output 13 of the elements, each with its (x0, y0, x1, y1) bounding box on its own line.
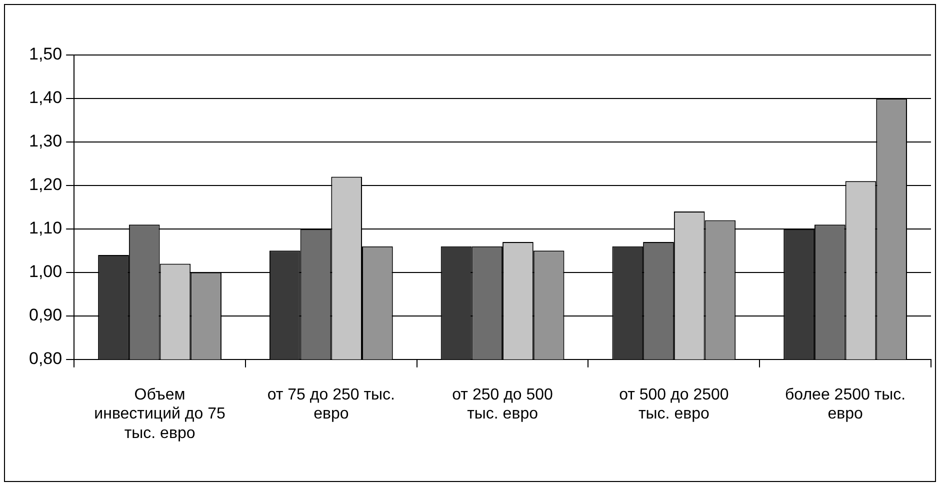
y-tick-label: 1,20 (28, 175, 62, 194)
y-tick-label: 1,40 (28, 88, 62, 108)
y-tick-label: 1,00 (28, 262, 62, 282)
x-tick-label: от 75 до 250 тыс. евро (267, 386, 395, 423)
y-tick-label: 0,90 (28, 306, 62, 325)
y-tick-label: 1,50 (28, 44, 62, 64)
x-tick-label: более 2500 тыс. евро (785, 386, 906, 423)
x-tick-label: Объем инвестиций до 75 тыс. евро (94, 386, 226, 442)
y-tick-label: 1,30 (28, 132, 62, 151)
y-tick-label: 1,10 (28, 218, 62, 238)
y-tick-label: 0,80 (28, 349, 62, 368)
x-tick-label: от 500 до 2500 тыс. евро (619, 386, 729, 423)
x-tick-label: от 250 до 500 тыс. евро (452, 386, 554, 423)
